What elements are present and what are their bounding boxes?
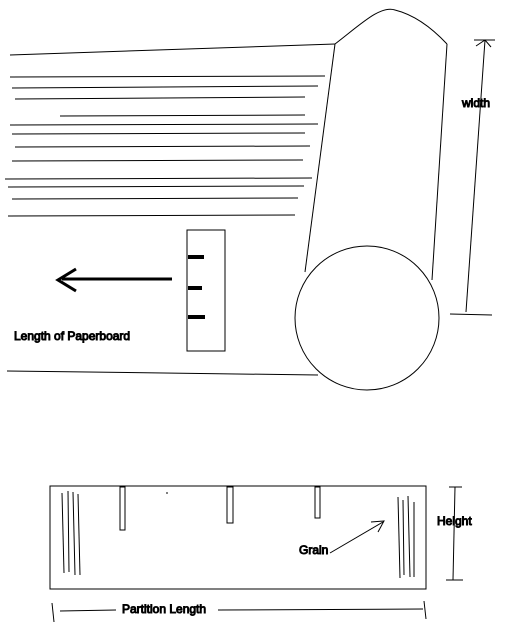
roll-end-circle <box>294 245 440 391</box>
height-dimension <box>446 486 463 581</box>
left-grain-lines <box>61 490 81 576</box>
grain-lines <box>4 75 326 217</box>
sheet-bottom-edge <box>6 370 319 376</box>
sheet-top-edge <box>9 43 336 56</box>
right-grain-lines <box>397 495 415 579</box>
direction-arrow-icon <box>55 267 172 293</box>
partition-outline <box>49 485 427 590</box>
grain-arrow-icon <box>329 520 385 554</box>
partition-length-dimension <box>51 600 427 623</box>
roll-top-cap <box>334 8 448 45</box>
paper-roll <box>294 8 448 391</box>
clip-device <box>186 229 226 352</box>
roll-right-side <box>431 43 448 281</box>
roll-left-side <box>304 43 336 273</box>
paperboard-sheet <box>6 43 336 376</box>
partition-slot <box>119 486 126 531</box>
width-dimension <box>449 39 495 316</box>
partition-length-label: Partition Length <box>122 602 206 616</box>
partition-slot <box>314 486 321 519</box>
width-label: width <box>461 96 490 110</box>
height-label: Height <box>437 514 472 528</box>
partition-slot <box>226 486 234 524</box>
length-label: Length of Paperboard <box>14 329 130 343</box>
grain-label: Grain <box>299 543 328 557</box>
partition-panel <box>49 485 427 590</box>
